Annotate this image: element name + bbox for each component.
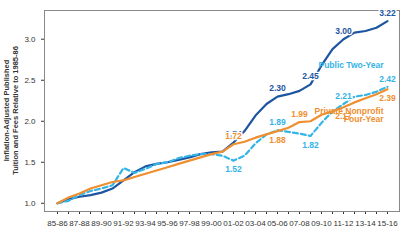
svg-text:05-06: 05-06 [267, 219, 288, 228]
svg-text:15-16: 15-16 [377, 219, 398, 228]
svg-text:2.5: 2.5 [24, 76, 36, 85]
svg-text:1.0: 1.0 [24, 199, 36, 208]
svg-text:3.0: 3.0 [24, 35, 36, 44]
svg-text:1.88: 1.88 [269, 135, 286, 145]
svg-text:01-02: 01-02 [223, 219, 244, 228]
svg-text:2.0: 2.0 [24, 117, 36, 126]
svg-text:2.30: 2.30 [269, 83, 286, 93]
svg-text:Public Two-Year: Public Two-Year [318, 60, 384, 70]
svg-text:95-96: 95-96 [157, 219, 178, 228]
svg-text:03-04: 03-04 [245, 219, 266, 228]
svg-text:97-98: 97-98 [179, 219, 200, 228]
svg-text:93-94: 93-94 [135, 219, 156, 228]
svg-text:99-00: 99-00 [201, 219, 222, 228]
svg-text:3.22: 3.22 [379, 8, 396, 18]
svg-text:91-92: 91-92 [113, 219, 134, 228]
svg-text:Inflation-Adjusted PublishedTu: Inflation-Adjusted PublishedTuition and … [2, 46, 20, 175]
svg-text:2.21: 2.21 [335, 91, 352, 101]
svg-text:1.5: 1.5 [24, 158, 36, 167]
svg-text:2.39: 2.39 [379, 93, 396, 103]
svg-text:09-10: 09-10 [311, 219, 332, 228]
svg-text:2.45: 2.45 [302, 71, 319, 81]
svg-text:1.72: 1.72 [225, 131, 242, 141]
svg-text:87-88: 87-88 [69, 219, 90, 228]
svg-text:1.99: 1.99 [291, 109, 308, 119]
svg-text:07-08: 07-08 [289, 219, 310, 228]
svg-text:Private NonprofitFour-Year: Private NonprofitFour-Year [315, 106, 385, 125]
svg-text:11-12: 11-12 [334, 219, 354, 228]
svg-text:13-14: 13-14 [355, 219, 376, 228]
svg-text:1.89: 1.89 [269, 117, 286, 127]
svg-text:2.42: 2.42 [379, 74, 396, 84]
svg-text:1.82: 1.82 [302, 140, 319, 150]
svg-text:89-90: 89-90 [91, 219, 112, 228]
svg-text:1.52: 1.52 [225, 164, 242, 174]
svg-text:85-86: 85-86 [47, 219, 68, 228]
svg-text:3.00: 3.00 [335, 26, 352, 36]
